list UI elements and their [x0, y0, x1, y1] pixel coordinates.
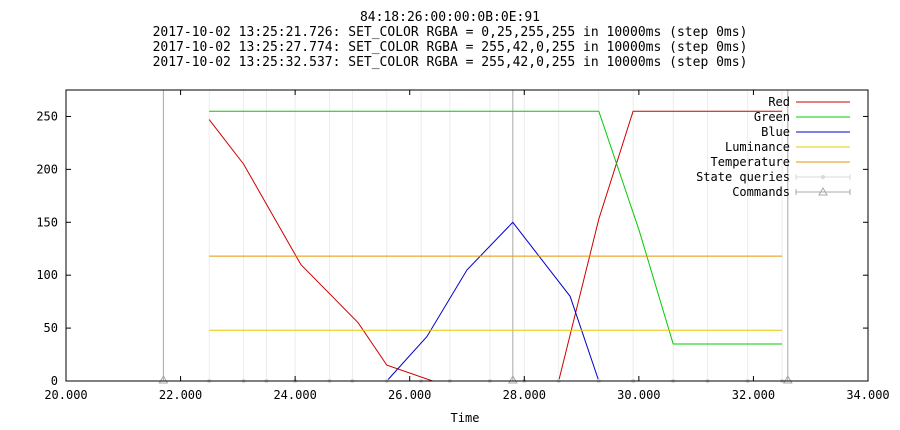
- axes: 20.000 22.000 24.000 26.000 28.000 30.000 32.0…: [36, 89, 890, 402]
- x-tick-label-4: 28.000: [503, 388, 546, 402]
- x-tick-label-3: 26.000: [388, 388, 431, 402]
- y-tick-label-0: 0: [51, 374, 58, 388]
- x-tick-label-1: 22.000: [159, 388, 202, 402]
- y-tick-label-4: 200: [36, 162, 58, 176]
- chart-title-block: 84:18:26:00:00:0B:0E:91 2017-10-02 13:25…: [0, 10, 900, 70]
- x-tick-label-0: 20.000: [44, 388, 87, 402]
- command-marker-0: [158, 374, 169, 384]
- command-lines: [162, 90, 789, 381]
- series-line-red: [208, 110, 783, 382]
- legend-label-commands: Commands: [732, 185, 790, 199]
- y-tick-label-1: 50: [44, 321, 58, 335]
- chart-title: 84:18:26:00:00:0B:0E:91: [359, 10, 540, 25]
- x-tick-label-6: 32.000: [732, 388, 775, 402]
- legend-label-red: Red: [768, 95, 790, 109]
- legend-label-green: Green: [754, 110, 790, 124]
- legend-label-luminance: Luminance: [725, 140, 790, 154]
- chart-subtitle-3: 2017-10-02 13:25:32.537: SET_COLOR RGBA …: [152, 55, 748, 70]
- x-tick-label-5: 30.000: [617, 388, 660, 402]
- series-line-blue: [386, 221, 600, 382]
- y-tick-label-5: 250: [36, 109, 58, 123]
- command-marker-1: [507, 374, 518, 384]
- legend-label-temperature: Temperature: [711, 155, 790, 169]
- x-tick-label-2: 24.000: [273, 388, 316, 402]
- y-tick-label-3: 150: [36, 215, 58, 229]
- legend-marker-state-queries: [821, 175, 825, 179]
- x-tick-label-7: 34.000: [846, 388, 889, 402]
- command-marker-2: [782, 374, 793, 384]
- chart-subtitle-1: 2017-10-02 13:25:21.726: SET_COLOR RGBA …: [152, 25, 748, 40]
- legend-label-blue: Blue: [761, 125, 790, 139]
- chart-subtitle-2: 2017-10-02 13:25:27.774: SET_COLOR RGBA …: [152, 40, 748, 55]
- plot-frame: [65, 89, 869, 382]
- markers: [158, 374, 793, 384]
- legend-label-state-queries: State queries: [696, 170, 790, 184]
- legend-marker-commands: [818, 186, 828, 196]
- x-axis-label: Time: [451, 411, 480, 425]
- series-line-green: [209, 110, 783, 345]
- y-tick-label-2: 100: [36, 268, 58, 282]
- series-lines: [208, 110, 783, 382]
- state-query-gridlines: [208, 90, 783, 381]
